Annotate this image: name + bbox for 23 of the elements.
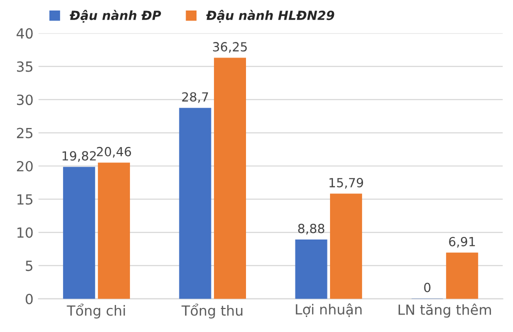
data-label: 19,82 bbox=[62, 151, 96, 162]
y-tick-label: 40 bbox=[16, 28, 33, 39]
data-label: 20,46 bbox=[96, 146, 132, 158]
data-label: 6,91 bbox=[449, 236, 475, 248]
legend-label: Đậu nành HLĐN29 bbox=[206, 10, 334, 23]
y-tick-label: 15 bbox=[17, 194, 32, 205]
data-label: 8,88 bbox=[298, 224, 324, 235]
x-tick-label: Tổng thu bbox=[182, 304, 242, 318]
data-label: 15,79 bbox=[330, 178, 364, 189]
y-tick-label: 20 bbox=[16, 160, 33, 172]
data-label: 36,25 bbox=[213, 42, 247, 53]
data-label: 0 bbox=[424, 282, 430, 292]
x-tick-label: Tổng chi bbox=[66, 304, 125, 318]
data-label: 28,7 bbox=[182, 92, 208, 103]
x-tick-label: Lợi nhuận bbox=[296, 303, 362, 317]
y-tick-label: 35 bbox=[17, 61, 32, 72]
y-tick-label: 25 bbox=[16, 128, 32, 138]
legend-label: Đậu nành ĐP bbox=[70, 10, 162, 23]
y-tick-label: 10 bbox=[17, 227, 33, 238]
y-tick-label: 5 bbox=[26, 260, 32, 272]
x-tick-label: LN tăng thêm bbox=[398, 304, 491, 318]
y-tick-label: 0 bbox=[26, 294, 33, 304]
y-tick-label: 30 bbox=[17, 94, 33, 106]
